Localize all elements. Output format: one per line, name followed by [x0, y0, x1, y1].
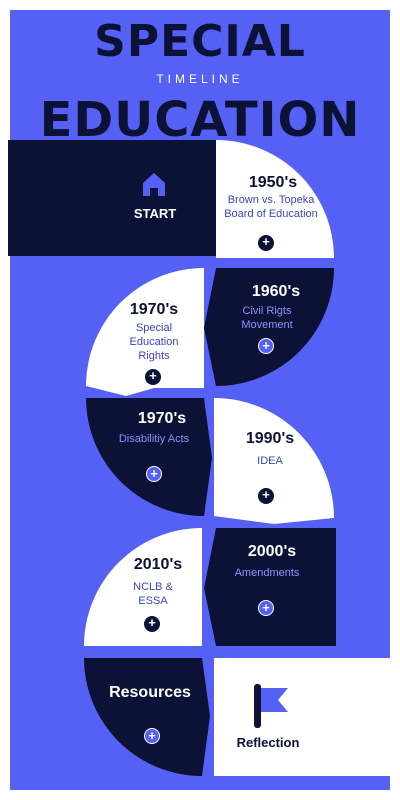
era-description: Brown vs. Topeka Board of Education — [224, 194, 318, 220]
tile-shape — [86, 268, 204, 396]
reflection-panel[interactable] — [214, 658, 390, 776]
expand-button[interactable]: + — [144, 616, 160, 632]
era-label: 1970's — [137, 410, 187, 427]
flag-icon — [254, 684, 288, 728]
resources-panel[interactable]: Resources + — [84, 658, 214, 778]
title-line-1: SPECIAL — [94, 16, 306, 67]
start-panel[interactable] — [8, 140, 216, 256]
era-label: 1950's — [248, 174, 298, 191]
expand-button[interactable]: + — [258, 338, 274, 354]
subtitle: TIMELINE — [156, 72, 244, 86]
expand-button[interactable]: + — [144, 728, 160, 744]
era-label: 2000's — [247, 543, 297, 560]
tile-shape — [216, 140, 334, 258]
era-description: Special Education Rights — [129, 322, 179, 362]
expand-button[interactable]: + — [258, 235, 274, 251]
era-label: 1970's — [129, 301, 179, 318]
expand-button[interactable]: + — [258, 600, 274, 616]
era-label: 1990's — [245, 430, 295, 447]
era-description: Civil Rigts Movement — [241, 305, 293, 331]
era-description: Disabilitiy Acts — [118, 433, 190, 445]
title-line-2: EDUCATION — [39, 92, 361, 148]
tile-shape — [204, 268, 334, 386]
era-description: NCLB & ESSA — [133, 581, 173, 607]
tile-shape — [86, 398, 212, 516]
timeline-item-1960s[interactable]: 1960's Civil Rigts Movement + — [204, 268, 334, 388]
start-label: START — [133, 206, 177, 221]
reflection-label: Reflection — [236, 735, 300, 750]
expand-button[interactable]: + — [258, 488, 274, 504]
tile-shape — [84, 528, 202, 646]
timeline-item-2010s[interactable]: 2010's NCLB & ESSA + — [84, 528, 208, 648]
timeline-item-1990s[interactable]: 1990's IDEA + — [214, 398, 336, 524]
tile-shape — [214, 398, 334, 524]
expand-button[interactable]: + — [146, 466, 162, 482]
resources-label: Resources — [109, 684, 191, 701]
tile-shape — [84, 658, 210, 776]
expand-button[interactable]: + — [145, 369, 161, 385]
era-description: Amendments — [234, 567, 300, 579]
timeline-item-1950s[interactable]: 1950's Brown vs. Topeka Board of Educati… — [216, 140, 334, 258]
timeline-item-1970s-rights[interactable]: 1970's Special Education Rights + — [86, 268, 208, 396]
era-label: 2010's — [133, 556, 183, 573]
home-icon — [143, 173, 165, 196]
era-label: 1960's — [251, 283, 301, 300]
timeline-item-1970s-acts[interactable]: 1970's Disabilitiy Acts + — [86, 398, 218, 518]
tile-shape — [204, 528, 336, 646]
timeline-item-2000s[interactable]: 2000's Amendments + — [204, 528, 336, 648]
era-description: IDEA — [257, 455, 283, 467]
